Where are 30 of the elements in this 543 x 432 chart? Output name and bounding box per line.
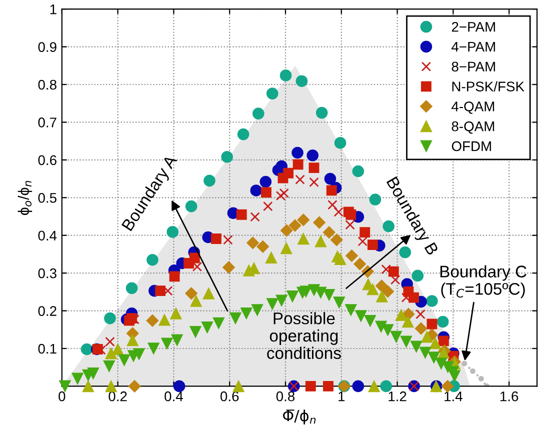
x-tick-label: 0.8 [276, 391, 295, 402]
legend-label: 8−PAM [452, 62, 495, 72]
y-tick-label: 1 [50, 4, 56, 14]
x-axis-title: Φ̅/ϕ$_{n}$ [282, 410, 316, 424]
x-tick-label: 0.6 [220, 391, 239, 402]
legend-label: 4−PAM [452, 42, 495, 52]
y-tick-label: 0.2 [38, 306, 56, 316]
y-tick-label: 0.9 [38, 42, 56, 52]
legend-label: OFDM [452, 141, 491, 152]
x-tick-label: 1.6 [500, 391, 518, 402]
annotation: Boundary C (T$_{C}$=105ºC) [440, 265, 526, 298]
y-tick-label: 0.4 [38, 230, 57, 241]
y-tick-label: 0.5 [38, 192, 56, 203]
legend-label: N-PSK/FSK [452, 81, 524, 92]
y-tick-label: 0.6 [38, 155, 56, 166]
y-tick-label: 0.7 [38, 118, 56, 128]
x-tick-label: 1.2 [388, 391, 406, 402]
legend-label: 4-QAM [452, 102, 494, 114]
annotation: Possible operating conditions [267, 312, 341, 359]
y-tick-label: 0.8 [38, 80, 56, 90]
y-tick-label: 0.3 [38, 268, 56, 278]
legend-label: 2−PAM [452, 22, 495, 32]
legend-label: 8-QAM [452, 121, 494, 134]
x-tick-label: 1.4 [444, 392, 462, 402]
x-tick-label: 0 [58, 391, 66, 402]
y-axis-title: ϕ$_{o}$/ϕ$_{n}$ [18, 180, 32, 215]
x-tick-label: 0.2 [108, 391, 127, 402]
x-tick-label: 0.4 [164, 391, 183, 402]
x-tick-label: 1 [338, 392, 345, 402]
y-tick-label: 0.1 [38, 344, 56, 354]
